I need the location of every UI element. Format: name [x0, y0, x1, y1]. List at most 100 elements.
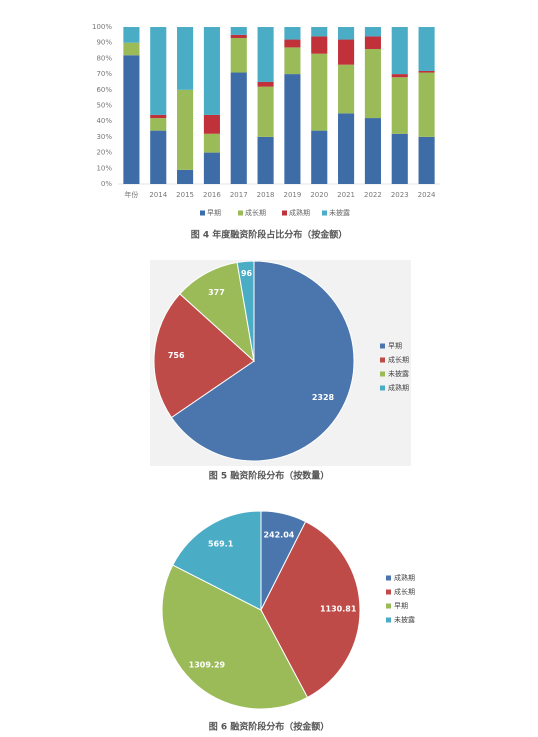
data-label: 242.04	[263, 530, 294, 539]
x-tick-label: 2017	[230, 191, 248, 199]
data-label: 1309.29	[189, 661, 226, 670]
bar-segment	[203, 133, 220, 153]
legend-swatch	[282, 210, 287, 216]
bar-segment	[284, 39, 301, 48]
bar-segment	[230, 27, 247, 35]
legend-swatch	[238, 210, 243, 216]
bar-segment	[257, 27, 274, 82]
y-tick-label: 20%	[96, 149, 112, 157]
x-tick-label: 2014	[149, 191, 167, 199]
bar-segment	[177, 27, 194, 90]
legend-label: 成熟期	[388, 383, 409, 392]
bar-segment	[338, 39, 355, 65]
legend-swatch	[322, 210, 327, 216]
y-tick-label: 100%	[92, 23, 112, 31]
legend-swatch	[386, 617, 391, 623]
pie-slice	[153, 293, 255, 419]
pie-slice	[260, 520, 361, 699]
legend-label: 早期	[207, 209, 221, 217]
y-tick-label: 50%	[96, 102, 112, 110]
bar-segment	[418, 70, 435, 73]
bar-segment	[123, 55, 140, 185]
x-tick-label: 2016	[203, 191, 221, 199]
legend-label: 成熟期	[289, 208, 310, 217]
y-tick-label: 10%	[96, 164, 112, 172]
y-tick-label: 60%	[96, 86, 112, 94]
legend-swatch	[380, 371, 385, 377]
bar-segment	[391, 27, 408, 75]
bar-segment	[311, 130, 328, 184]
bar-segment	[230, 37, 247, 73]
bar-segment	[338, 64, 355, 114]
y-tick-label: 0%	[101, 180, 112, 188]
data-label: 569.1	[208, 540, 234, 549]
bar-segment	[230, 72, 247, 184]
bar-segment	[284, 27, 301, 40]
legend-swatch	[380, 343, 385, 349]
legend-label: 未披露	[388, 369, 409, 378]
x-tick-label: 2015	[176, 191, 194, 199]
y-tick-label: 30%	[96, 133, 112, 141]
bar-segment	[418, 72, 435, 137]
x-tick-label: 2024	[418, 191, 436, 199]
bar-segment	[338, 113, 355, 184]
bar-segment	[257, 136, 274, 184]
bar-segment	[311, 36, 328, 54]
pie-slice	[161, 564, 309, 710]
pie-slice	[170, 260, 355, 462]
x-tick-label: 2023	[391, 191, 409, 199]
bar-segment	[123, 27, 140, 43]
y-tick-label: 70%	[96, 70, 112, 78]
legend-label: 未披露	[329, 208, 350, 217]
bar-segment	[150, 118, 167, 131]
bar-segment	[364, 118, 381, 184]
bar-segment	[391, 133, 408, 184]
legend-label: 成长期	[394, 587, 415, 596]
data-label: 377	[208, 288, 225, 297]
bar-segment	[284, 74, 301, 184]
data-label: 1130.81	[320, 605, 357, 614]
caption: 图 4 年度融资阶段占比分布（按金额）	[191, 229, 348, 241]
bar-segment	[123, 42, 140, 56]
bar-segment	[150, 130, 167, 184]
bar-segment	[150, 27, 167, 115]
bar-segment	[418, 27, 435, 71]
legend-swatch	[380, 357, 385, 363]
bar-segment	[418, 136, 435, 184]
legend-label: 未披露	[394, 615, 415, 624]
x-tick-label: 2021	[337, 191, 355, 199]
bar-segment	[203, 27, 220, 115]
y-tick-label: 40%	[96, 117, 112, 125]
bar-segment	[311, 27, 328, 37]
bar-segment	[177, 89, 194, 170]
pie-slice	[172, 510, 262, 611]
bar-segment	[257, 81, 274, 87]
bar-segment	[203, 152, 220, 184]
x-tick-label: 2022	[364, 191, 382, 199]
data-label: 2328	[312, 393, 335, 402]
bar-segment	[230, 34, 247, 38]
legend-swatch	[386, 575, 391, 581]
data-label: 756	[168, 351, 185, 360]
legend-label: 成熟期	[394, 573, 415, 582]
caption: 图 5 融资阶段分布（按数量）	[209, 470, 330, 482]
bar-segment	[177, 169, 194, 184]
legend-label: 成长期	[245, 208, 266, 217]
y-tick-label: 90%	[96, 39, 112, 47]
bar-segment	[311, 53, 328, 131]
bar-segment	[364, 36, 381, 49]
legend-swatch	[386, 603, 391, 609]
caption: 图 6 融资阶段分布（按金额）	[209, 721, 330, 733]
x-tick-label: 2019	[284, 191, 302, 199]
x-tick-label: 2020	[310, 191, 328, 199]
y-tick-label: 80%	[96, 54, 112, 62]
bar-segment	[364, 27, 381, 37]
legend-label: 早期	[394, 602, 408, 610]
x-tick-label: 年份	[124, 190, 138, 199]
bar-segment	[203, 114, 220, 134]
data-label: 96	[241, 269, 253, 278]
legend-swatch	[200, 210, 205, 216]
bar-segment	[338, 27, 355, 40]
